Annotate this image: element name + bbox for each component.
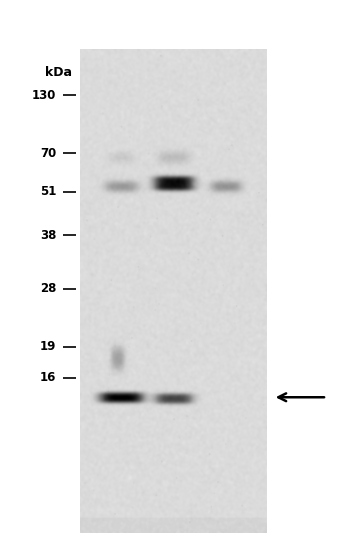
Text: 51: 51 <box>40 186 56 198</box>
Text: 28: 28 <box>40 282 56 295</box>
Text: 19: 19 <box>40 340 56 353</box>
Text: 70: 70 <box>40 147 56 160</box>
Text: 38: 38 <box>40 229 56 242</box>
Text: 130: 130 <box>32 89 56 102</box>
Text: 16: 16 <box>40 372 56 384</box>
Text: kDa: kDa <box>45 66 73 79</box>
